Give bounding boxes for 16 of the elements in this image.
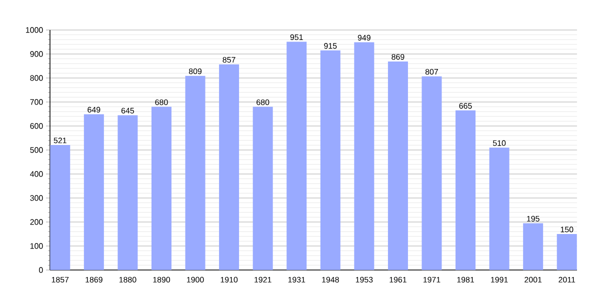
bar bbox=[118, 115, 138, 270]
bar bbox=[185, 76, 206, 270]
bar bbox=[523, 223, 544, 270]
bar bbox=[84, 114, 104, 270]
bar bbox=[354, 42, 374, 270]
bar bbox=[50, 144, 70, 270]
bar bbox=[219, 64, 240, 270]
bar bbox=[151, 106, 172, 270]
bar bbox=[456, 110, 476, 270]
bar bbox=[489, 148, 510, 270]
bar bbox=[556, 234, 577, 270]
bar bbox=[388, 61, 408, 270]
bar bbox=[422, 76, 442, 270]
bar bbox=[320, 50, 340, 270]
bar bbox=[286, 42, 307, 270]
bar bbox=[252, 106, 273, 270]
